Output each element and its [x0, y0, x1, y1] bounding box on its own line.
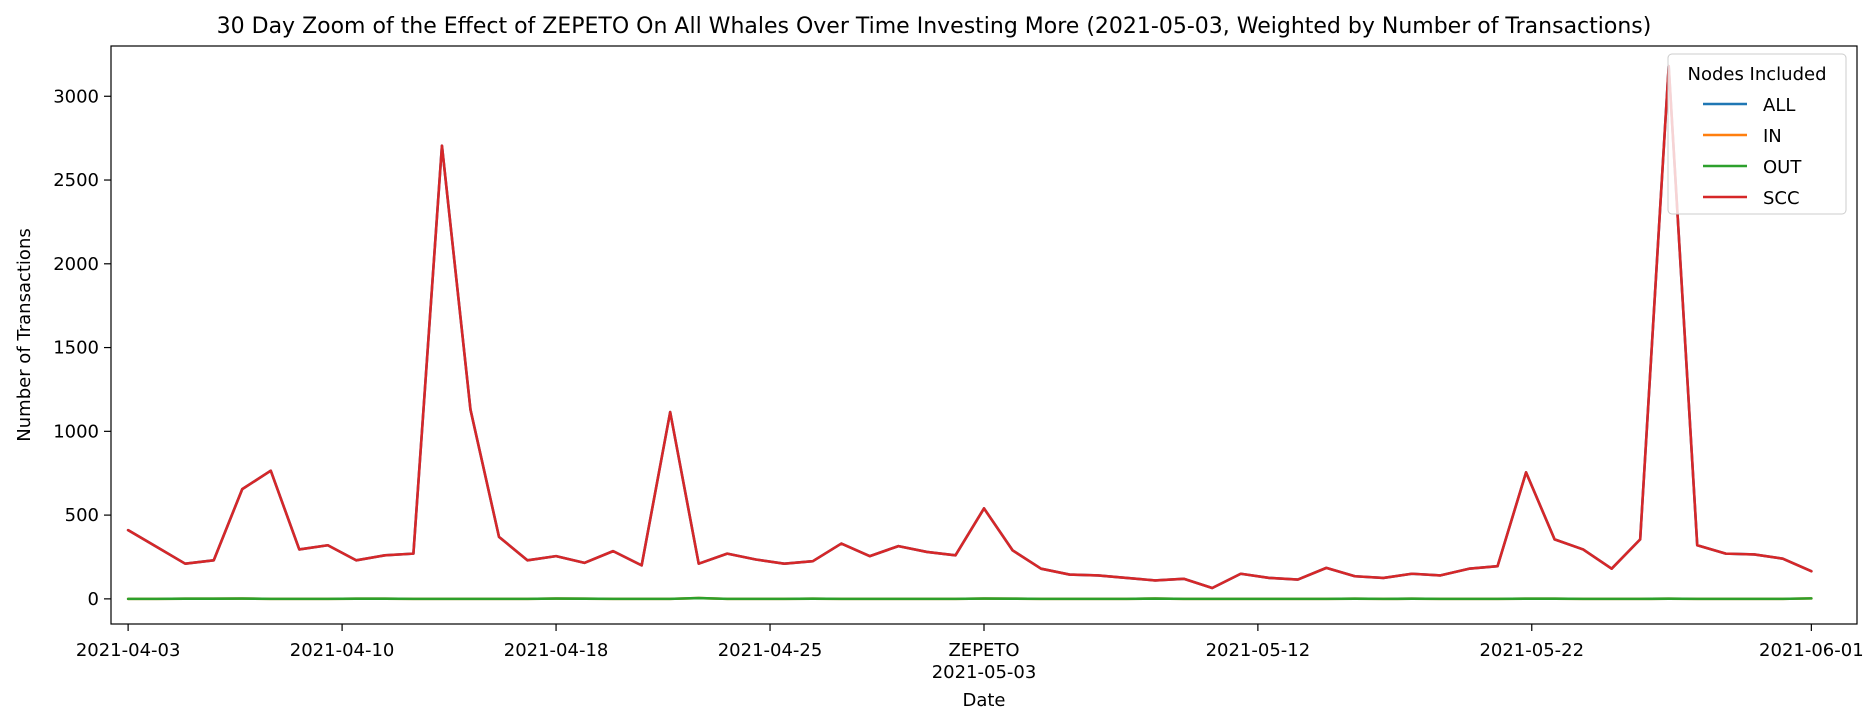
x-tick-label: 2021-04-10 [290, 640, 395, 661]
legend-label-in: IN [1763, 126, 1782, 147]
chart-title: 30 Day Zoom of the Effect of ZEPETO On A… [217, 14, 1652, 39]
x-tick-label: 2021-05-03 [932, 662, 1037, 683]
x-tick-label: 2021-06-01 [1759, 640, 1864, 661]
legend-label-scc: SCC [1763, 188, 1800, 209]
legend-label-all: ALL [1763, 95, 1795, 116]
plot-area [110, 45, 1858, 625]
y-tick-label: 500 [65, 505, 99, 526]
y-tick-label: 0 [88, 589, 99, 610]
y-tick-label: 1000 [53, 421, 99, 442]
x-axis: 2021-04-03 2021-04-10 2021-04-18 2021-04-25… [76, 624, 1864, 683]
y-tick-label: 1500 [53, 338, 99, 359]
y-axis: 0 500 1000 1500 2000 2500 3000 [53, 86, 111, 610]
series-lines [126, 64, 1813, 601]
x-axis-label: Date [962, 690, 1005, 711]
y-tick-label: 2000 [53, 254, 99, 275]
x-tick-label: 2021-04-18 [504, 640, 609, 661]
legend-title: Nodes Included [1687, 64, 1826, 85]
x-tick-label: 2021-04-25 [718, 640, 823, 661]
series-line-out [126, 596, 1813, 601]
legend-label-out: OUT [1763, 157, 1802, 178]
y-tick-label: 3000 [53, 86, 99, 107]
y-tick-label: 2500 [53, 170, 99, 191]
x-tick-annotation: ZEPETO [948, 640, 1019, 661]
y-axis-label: Number of Transactions [14, 228, 35, 441]
x-tick-label: 2021-05-12 [1206, 640, 1311, 661]
legend: Nodes Included ALL IN OUT SCC [1667, 53, 1847, 215]
x-tick-label: 2021-04-03 [76, 640, 181, 661]
x-tick-label: 2021-05-22 [1479, 640, 1584, 661]
series-line-scc [126, 64, 1813, 590]
